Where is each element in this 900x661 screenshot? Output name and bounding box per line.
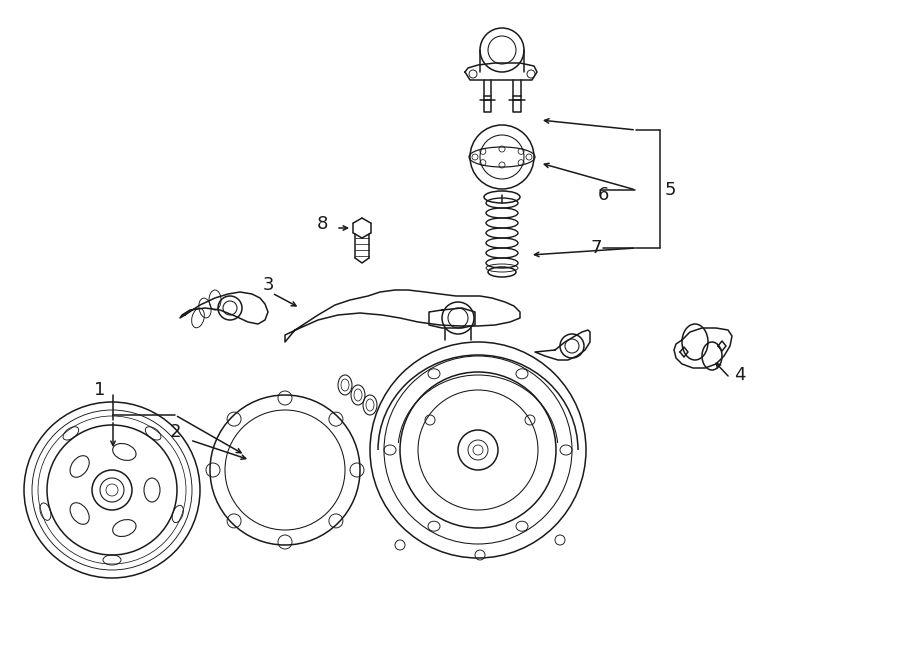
Text: 4: 4 (734, 366, 746, 384)
Text: 1: 1 (94, 381, 105, 399)
Text: 6: 6 (598, 186, 609, 204)
Text: 7: 7 (590, 239, 601, 257)
Text: 8: 8 (316, 215, 328, 233)
Text: 2: 2 (169, 423, 181, 441)
Text: 5: 5 (665, 181, 677, 199)
Text: 3: 3 (262, 276, 274, 294)
